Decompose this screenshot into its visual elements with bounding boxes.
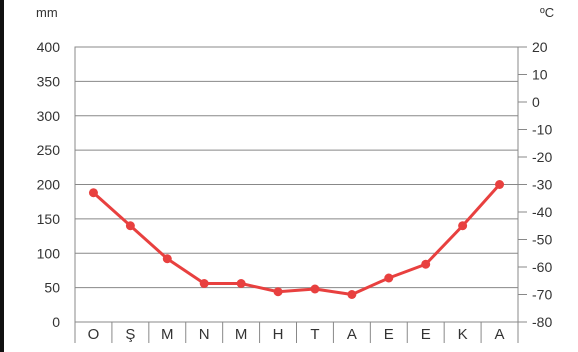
left-tick-label: 150	[37, 211, 61, 227]
right-tick-label: -40	[532, 204, 552, 220]
left-tick-label: 250	[37, 142, 61, 158]
series-layer	[88, 180, 505, 299]
temperature-point	[125, 221, 135, 231]
category-label: T	[310, 326, 319, 343]
left-tick-label: 50	[44, 280, 60, 296]
temperature-point	[495, 180, 505, 189]
right-tick-label: -80	[532, 314, 552, 330]
axis-layer: 40035030025020015010050020100-10-20-30-4…	[37, 39, 552, 343]
right-unit-label: ºC	[540, 5, 554, 20]
category-label: A	[347, 326, 357, 343]
right-tick-label: -30	[532, 177, 552, 193]
temperature-line	[92, 183, 501, 296]
temperature-point	[458, 221, 468, 231]
category-label: O	[88, 326, 100, 343]
right-tick-label: -60	[532, 259, 552, 275]
temperature-point	[236, 279, 246, 288]
category-label: H	[273, 326, 284, 343]
right-tick-label: -70	[532, 287, 552, 303]
temperature-point	[384, 273, 394, 283]
temperature-point	[421, 259, 431, 269]
right-tick-label: -20	[532, 149, 552, 165]
left-tick-label: 350	[37, 73, 61, 89]
grid-layer	[74, 46, 519, 323]
right-tick-label: -50	[532, 232, 552, 248]
category-label: E	[421, 326, 431, 343]
left-unit-label: mm	[36, 5, 58, 20]
left-tick-label: 200	[37, 177, 61, 193]
right-tick-label: 0	[532, 94, 540, 110]
temperature-point	[162, 254, 172, 264]
temperature-point	[347, 290, 357, 299]
category-label: A	[495, 326, 505, 343]
category-label: M	[235, 326, 248, 343]
temperature-point	[88, 188, 98, 198]
category-label: E	[384, 326, 394, 343]
category-label: M	[161, 326, 174, 343]
temperature-point	[273, 287, 283, 297]
right-tick-label: -10	[532, 122, 552, 138]
category-label: Ş	[125, 326, 135, 343]
left-tick-label: 0	[52, 314, 60, 330]
right-tick-label: 10	[532, 67, 548, 83]
left-tick-label: 300	[37, 108, 61, 124]
left-tick-label: 100	[37, 245, 61, 261]
category-label: K	[458, 326, 468, 343]
category-label: N	[199, 326, 210, 343]
left-tick-label: 400	[37, 39, 61, 55]
temperature-point	[310, 284, 320, 294]
right-tick-label: 20	[532, 39, 548, 55]
temperature-point	[199, 279, 209, 288]
